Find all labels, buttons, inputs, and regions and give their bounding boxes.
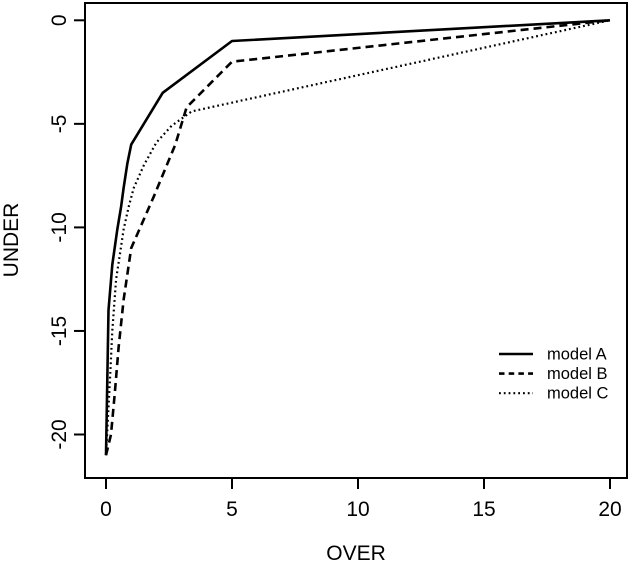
- x-tick-label: 15: [472, 498, 495, 521]
- y-tick-label: -15: [48, 316, 71, 346]
- x-tick-label: 0: [100, 498, 112, 521]
- plot-box: [84, 2, 628, 479]
- y-tick-label: -10: [48, 212, 71, 242]
- legend-label-1: model A: [547, 346, 607, 364]
- series-line-model-a: [104, 19, 611, 456]
- chart-series: [104, 19, 611, 456]
- x-tick-label: 5: [226, 498, 238, 521]
- x-tick-label: 10: [346, 498, 369, 521]
- axis-ticks: 0 5 10 15 20 0 -5 -10 -15 -20: [48, 14, 622, 521]
- series-line-model-c: [104, 19, 611, 456]
- y-tick-label: -5: [48, 115, 71, 134]
- series-line-model-b: [104, 19, 611, 456]
- legend-label-2: model B: [547, 365, 608, 383]
- y-axis-label: UNDER: [0, 203, 23, 278]
- x-tick-label: 20: [598, 498, 621, 521]
- y-tick-label: 0: [48, 14, 71, 26]
- legend-label-3: model C: [547, 385, 609, 403]
- y-tick-label: -20: [48, 419, 71, 449]
- x-axis-label: OVER: [326, 542, 386, 562]
